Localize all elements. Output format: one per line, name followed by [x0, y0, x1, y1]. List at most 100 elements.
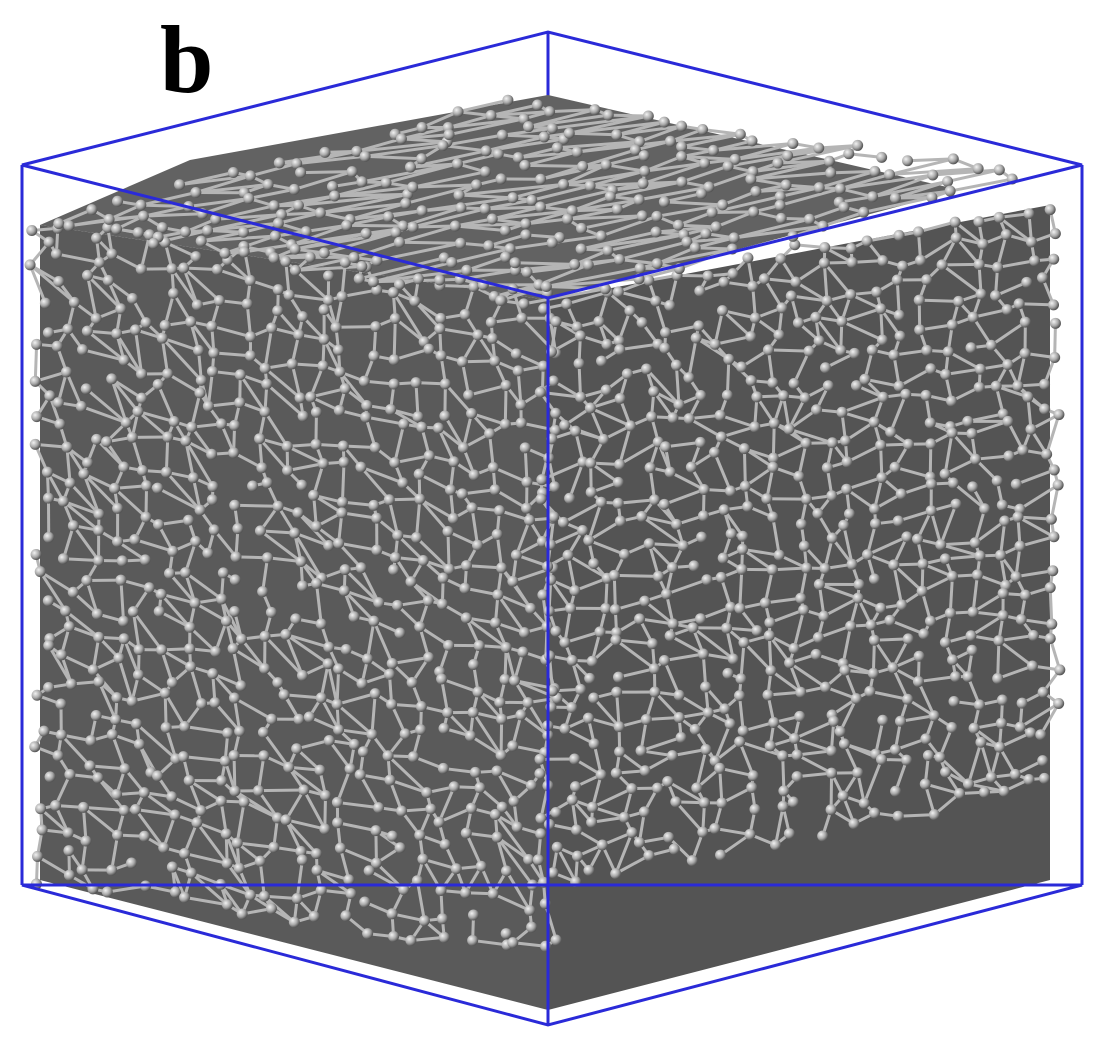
bond [998, 641, 999, 679]
atom [356, 562, 367, 573]
atom [162, 432, 173, 443]
atom [560, 723, 571, 734]
atom [1023, 774, 1034, 785]
atom [58, 496, 69, 507]
atom [765, 740, 776, 751]
atom [876, 472, 887, 483]
atom [575, 330, 586, 341]
atom [389, 354, 400, 365]
atom [260, 363, 271, 374]
atom [804, 214, 815, 225]
atom [309, 911, 320, 922]
atom [820, 682, 831, 693]
atom [113, 653, 124, 664]
atom [584, 673, 595, 684]
atom [920, 733, 931, 744]
atom [795, 687, 806, 698]
atom [1011, 571, 1022, 582]
atom [218, 567, 229, 578]
atom [266, 903, 277, 914]
atom [773, 329, 784, 340]
atom [583, 535, 594, 546]
atom [446, 257, 457, 268]
atom [947, 427, 958, 438]
atom [68, 520, 79, 531]
atom [472, 330, 483, 341]
atom [255, 856, 266, 867]
atom [232, 523, 243, 534]
atom [1049, 464, 1060, 475]
atom [292, 507, 303, 518]
atom [323, 270, 334, 281]
atom [457, 356, 468, 367]
atom [814, 182, 825, 193]
atom [703, 271, 714, 282]
atom [1037, 755, 1048, 766]
atom [589, 104, 600, 115]
atom [481, 145, 492, 156]
atom [507, 740, 518, 751]
atom [454, 190, 465, 201]
atom [162, 368, 173, 379]
atom [717, 305, 728, 316]
atom [564, 128, 575, 139]
atom [763, 344, 774, 355]
atom [691, 782, 702, 793]
atom [53, 218, 64, 229]
atom [927, 170, 938, 181]
atom [242, 298, 253, 309]
atom [804, 346, 815, 357]
atom [387, 908, 398, 919]
atom [951, 499, 962, 510]
atom [139, 787, 150, 798]
atom [526, 780, 537, 791]
atom [295, 167, 306, 178]
atom [371, 545, 382, 556]
atom [228, 643, 239, 654]
atom [82, 326, 93, 337]
atom [282, 465, 293, 476]
atom [437, 140, 448, 151]
atom [64, 220, 75, 231]
atom [814, 335, 825, 346]
atom [468, 909, 479, 920]
atom [178, 751, 189, 762]
atom [596, 356, 607, 367]
atom [438, 763, 449, 774]
atom [209, 524, 220, 535]
atom [133, 227, 144, 238]
atom [683, 372, 694, 383]
atom [492, 529, 503, 540]
atom [444, 564, 455, 575]
bond [505, 385, 506, 424]
atom [992, 262, 1003, 273]
atom [166, 263, 177, 274]
atom [760, 597, 771, 608]
atom [1038, 687, 1049, 698]
atom [439, 932, 450, 943]
atom [776, 302, 787, 313]
atom [559, 420, 570, 431]
atom [596, 231, 607, 242]
atom [466, 803, 477, 814]
atom [290, 244, 301, 255]
atom [160, 320, 171, 331]
atom [118, 355, 129, 366]
atom [311, 407, 322, 418]
atom [337, 497, 348, 508]
bond [678, 225, 716, 227]
atom [316, 692, 327, 703]
atom [954, 788, 965, 799]
atom [263, 179, 274, 190]
atom [191, 817, 202, 828]
atom [810, 312, 821, 323]
atom [611, 687, 622, 698]
atom [112, 536, 123, 547]
atom [361, 228, 372, 239]
atom [962, 671, 973, 682]
atom [1045, 204, 1056, 215]
atom [340, 383, 351, 394]
atom [238, 227, 249, 238]
atom [443, 640, 454, 651]
atom [489, 355, 500, 366]
